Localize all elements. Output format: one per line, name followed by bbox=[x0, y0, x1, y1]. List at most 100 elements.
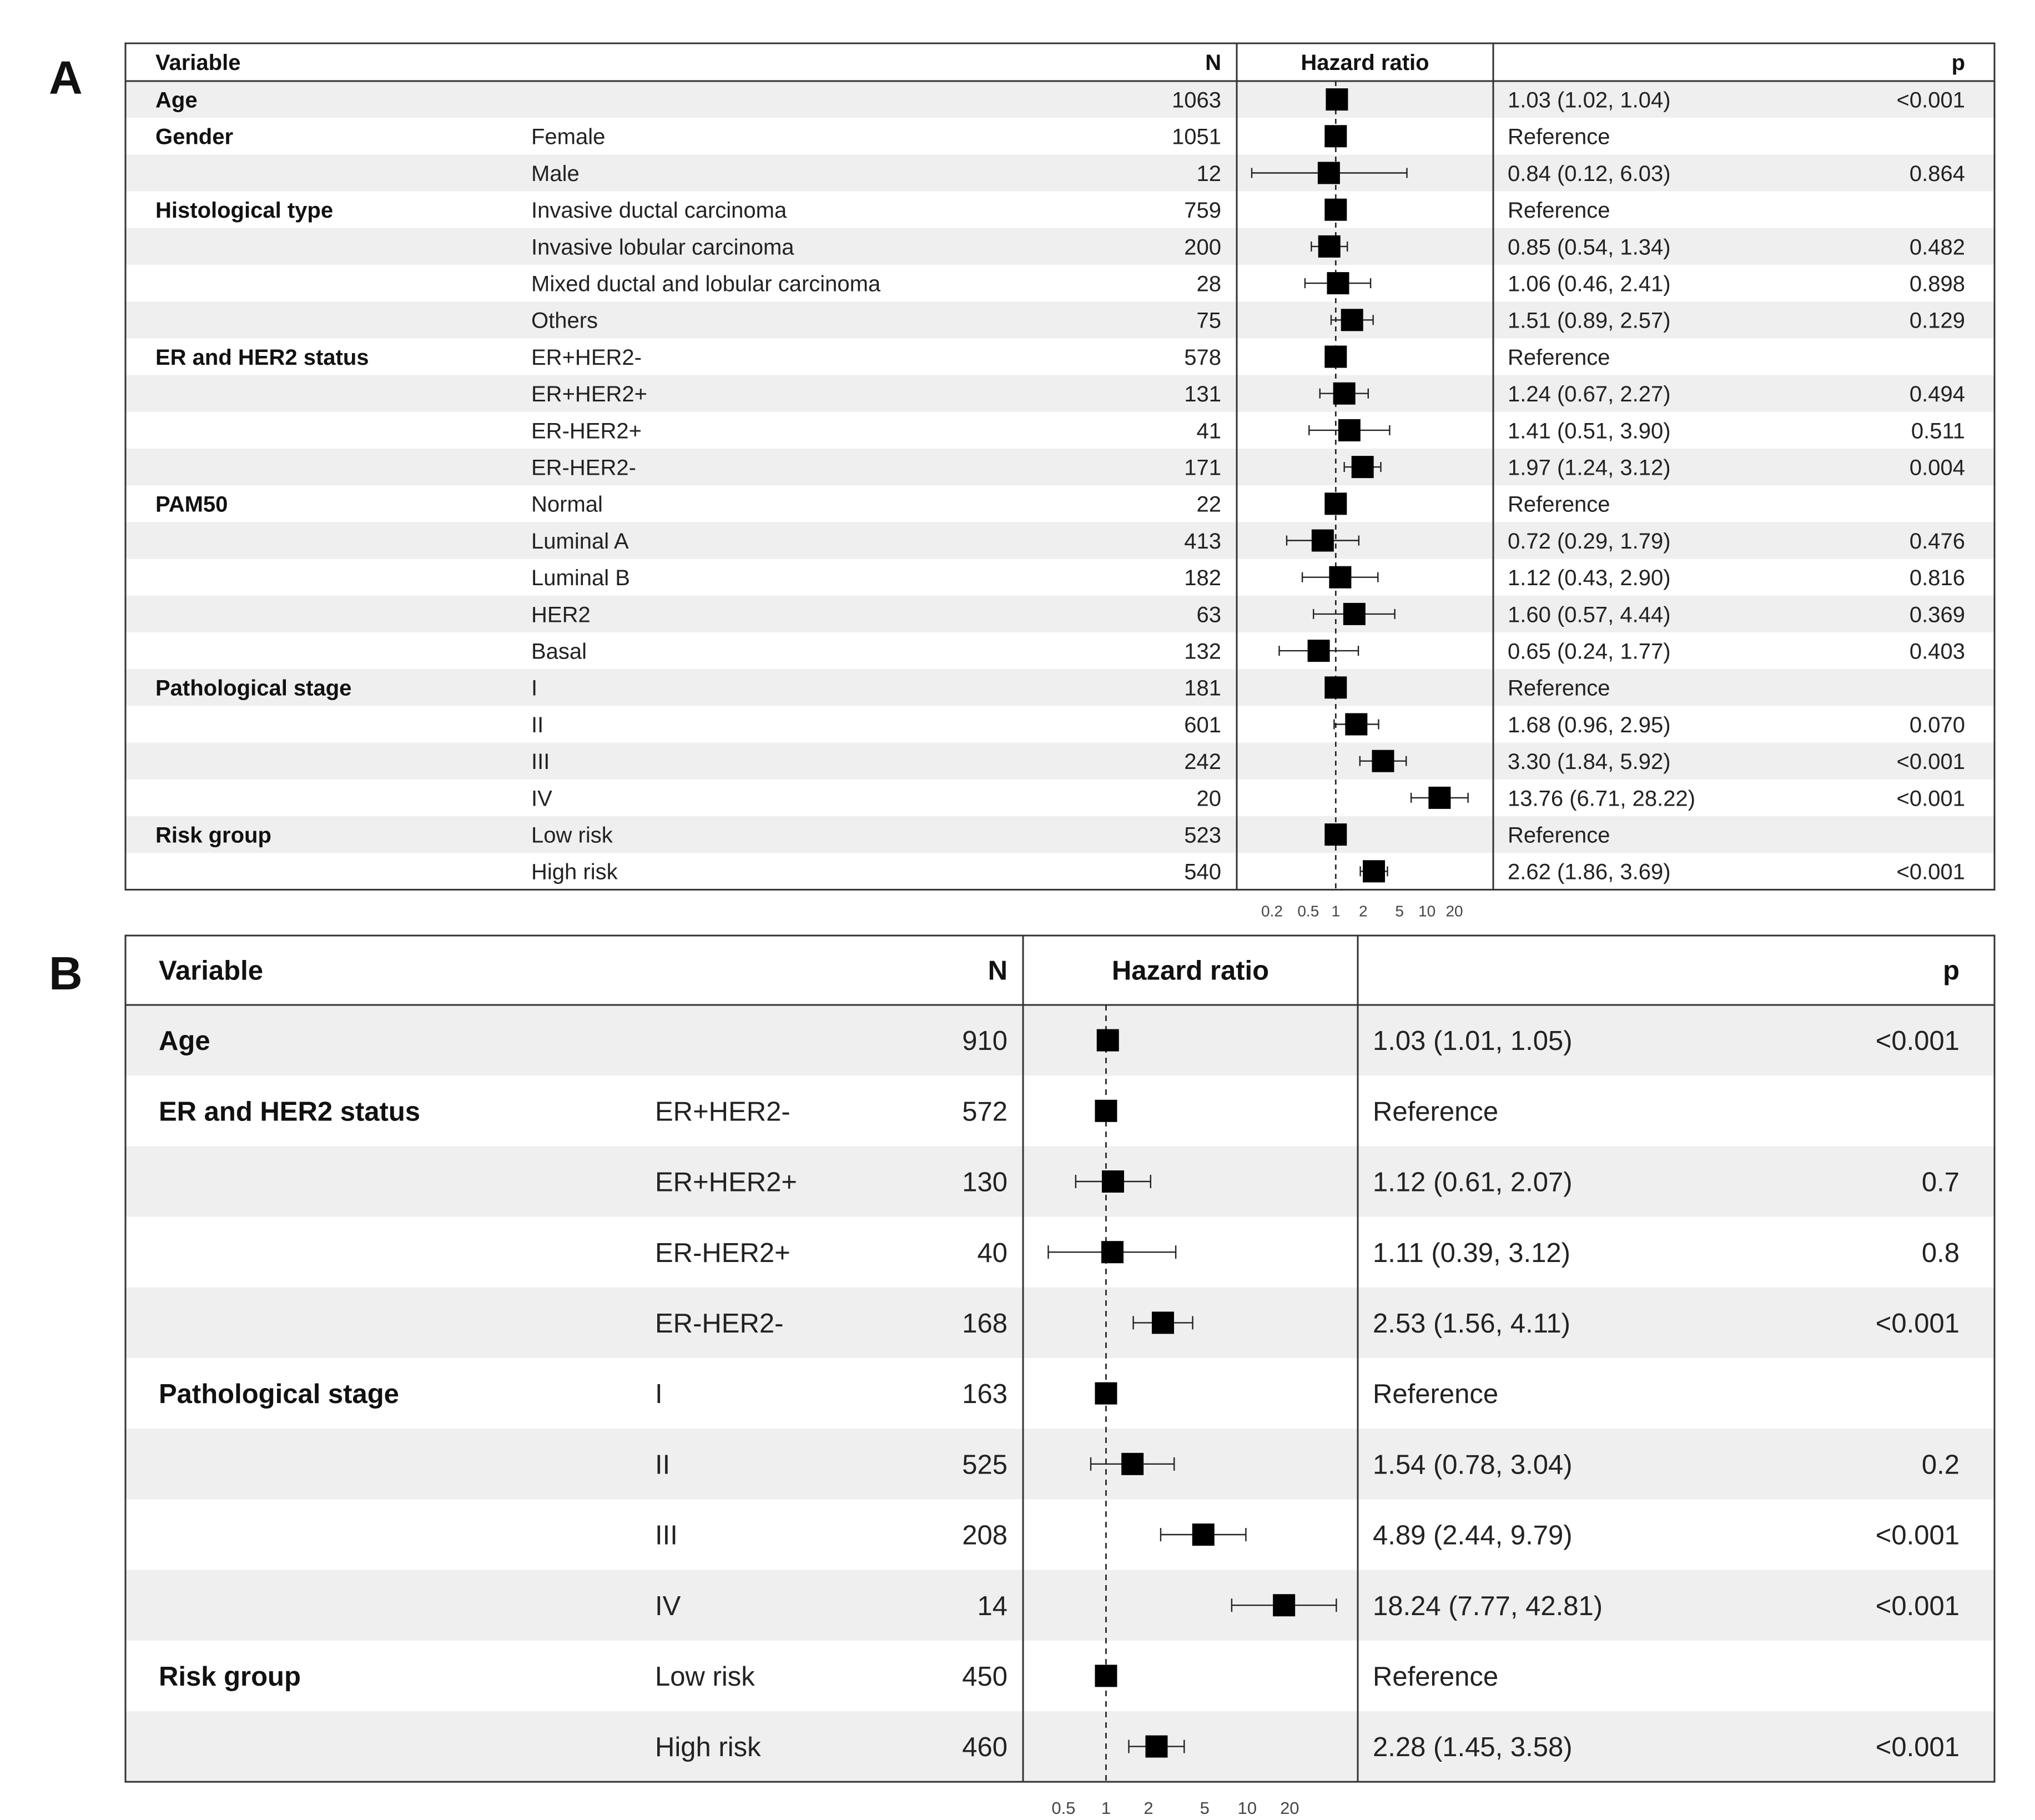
hr-point bbox=[1324, 345, 1347, 368]
row-shading bbox=[125, 301, 1994, 339]
header-p: p bbox=[1943, 956, 1960, 986]
estimate-value: 1.12 (0.43, 2.90) bbox=[1508, 566, 1671, 590]
level-label: Male bbox=[531, 162, 580, 186]
x-tick-label: 10 bbox=[1238, 1798, 1257, 1818]
estimate-value: Reference bbox=[1373, 1379, 1498, 1409]
x-tick-label: 0.5 bbox=[1051, 1798, 1075, 1818]
hr-point bbox=[1121, 1452, 1144, 1475]
n-value: 242 bbox=[1184, 750, 1221, 774]
level-label: Female bbox=[531, 125, 605, 149]
level-label: Mixed ductal and lobular carcinoma bbox=[531, 272, 881, 296]
p-value: <0.001 bbox=[1876, 1026, 1960, 1056]
hr-point bbox=[1095, 1665, 1117, 1687]
p-value: <0.001 bbox=[1897, 88, 1965, 113]
estimate-value: 2.28 (1.45, 3.58) bbox=[1373, 1732, 1573, 1762]
row-shading bbox=[125, 1711, 1994, 1782]
estimate-value: Reference bbox=[1508, 676, 1610, 701]
hr-point bbox=[1317, 162, 1340, 184]
estimate-value: 4.89 (2.44, 9.79) bbox=[1373, 1521, 1573, 1551]
hr-point bbox=[1333, 382, 1356, 405]
variable-label: ER and HER2 status bbox=[155, 345, 369, 370]
estimate-value: 1.68 (0.96, 2.95) bbox=[1508, 713, 1671, 737]
row-shading bbox=[125, 669, 1994, 706]
row-shading bbox=[125, 595, 1994, 632]
level-label: Luminal A bbox=[531, 529, 629, 554]
variable-label: Risk group bbox=[155, 823, 271, 848]
estimate-value: 1.03 (1.01, 1.05) bbox=[1373, 1026, 1573, 1056]
p-value: 0.403 bbox=[1910, 640, 1965, 664]
x-tick-label: 2 bbox=[1144, 1798, 1153, 1818]
variable-label: Age bbox=[159, 1026, 210, 1056]
p-value: 0.369 bbox=[1910, 602, 1965, 627]
estimate-value: 1.24 (0.67, 2.27) bbox=[1508, 382, 1671, 406]
row-shading bbox=[125, 1146, 1994, 1217]
level-label: High risk bbox=[655, 1732, 761, 1762]
n-value: 910 bbox=[962, 1026, 1008, 1056]
hr-point bbox=[1326, 88, 1348, 111]
n-value: 523 bbox=[1184, 823, 1221, 848]
hr-point bbox=[1351, 456, 1374, 479]
p-value: 0.129 bbox=[1910, 309, 1965, 333]
header-variable: Variable bbox=[155, 51, 240, 75]
row-shading bbox=[125, 81, 1994, 118]
estimate-value: 2.53 (1.56, 4.11) bbox=[1373, 1309, 1570, 1339]
n-value: 130 bbox=[962, 1168, 1008, 1198]
n-value: 1051 bbox=[1172, 125, 1221, 149]
hr-point bbox=[1151, 1311, 1174, 1334]
hr-point bbox=[1324, 492, 1347, 515]
hr-point bbox=[1428, 786, 1451, 809]
p-value: <0.001 bbox=[1897, 750, 1965, 774]
p-value: 0.482 bbox=[1910, 235, 1965, 259]
estimate-value: 0.84 (0.12, 6.03) bbox=[1508, 162, 1671, 186]
level-label: ER-HER2- bbox=[655, 1309, 783, 1339]
n-value: 182 bbox=[1184, 566, 1221, 590]
x-tick-label: 10 bbox=[1418, 902, 1435, 919]
p-value: 0.898 bbox=[1910, 272, 1965, 296]
n-value: 131 bbox=[1184, 382, 1221, 406]
x-tick-label: 5 bbox=[1395, 902, 1404, 919]
hr-point bbox=[1324, 823, 1347, 846]
n-value: 132 bbox=[1184, 640, 1221, 664]
level-label: ER+HER2+ bbox=[531, 382, 647, 406]
hr-point bbox=[1341, 309, 1363, 331]
n-value: 540 bbox=[1184, 860, 1221, 884]
p-value: 0.476 bbox=[1910, 529, 1965, 554]
n-value: 601 bbox=[1184, 713, 1221, 737]
estimate-value: 1.54 (0.78, 3.04) bbox=[1373, 1450, 1573, 1480]
row-shading bbox=[125, 1570, 1994, 1641]
x-tick-label: 20 bbox=[1280, 1798, 1299, 1818]
estimate-value: Reference bbox=[1508, 823, 1610, 848]
p-value: 0.864 bbox=[1910, 162, 1965, 186]
header-variable: Variable bbox=[159, 956, 263, 986]
hr-point bbox=[1343, 602, 1366, 625]
hr-point bbox=[1327, 272, 1349, 295]
variable-label: Age bbox=[155, 88, 198, 113]
p-value: <0.001 bbox=[1897, 786, 1965, 811]
level-label: HER2 bbox=[531, 602, 591, 627]
hr-point bbox=[1324, 198, 1347, 221]
estimate-value: 1.11 (0.39, 3.12) bbox=[1373, 1238, 1570, 1268]
n-value: 759 bbox=[1184, 198, 1221, 223]
estimate-value: 1.03 (1.02, 1.04) bbox=[1508, 88, 1671, 113]
variable-label: Pathological stage bbox=[155, 676, 351, 701]
p-value: <0.001 bbox=[1897, 860, 1965, 884]
hr-point bbox=[1345, 713, 1368, 736]
estimate-value: 1.12 (0.61, 2.07) bbox=[1373, 1168, 1573, 1198]
header-n: N bbox=[1205, 51, 1221, 75]
n-value: 413 bbox=[1184, 529, 1221, 554]
level-label: ER+HER2- bbox=[531, 345, 642, 370]
x-tick-label: 5 bbox=[1200, 1798, 1210, 1818]
hr-point bbox=[1324, 125, 1347, 148]
header-p: p bbox=[1952, 51, 1965, 75]
row-shading bbox=[125, 375, 1994, 412]
x-tick-label: 0.5 bbox=[1297, 902, 1319, 919]
estimate-value: 0.65 (0.24, 1.77) bbox=[1508, 640, 1671, 664]
n-value: 460 bbox=[962, 1732, 1008, 1762]
x-tick-label: 1 bbox=[1101, 1798, 1111, 1818]
n-value: 75 bbox=[1197, 309, 1222, 333]
level-label: III bbox=[531, 750, 550, 774]
n-value: 163 bbox=[962, 1379, 1008, 1409]
hr-point bbox=[1192, 1524, 1215, 1546]
estimate-value: 1.06 (0.46, 2.41) bbox=[1508, 272, 1671, 296]
